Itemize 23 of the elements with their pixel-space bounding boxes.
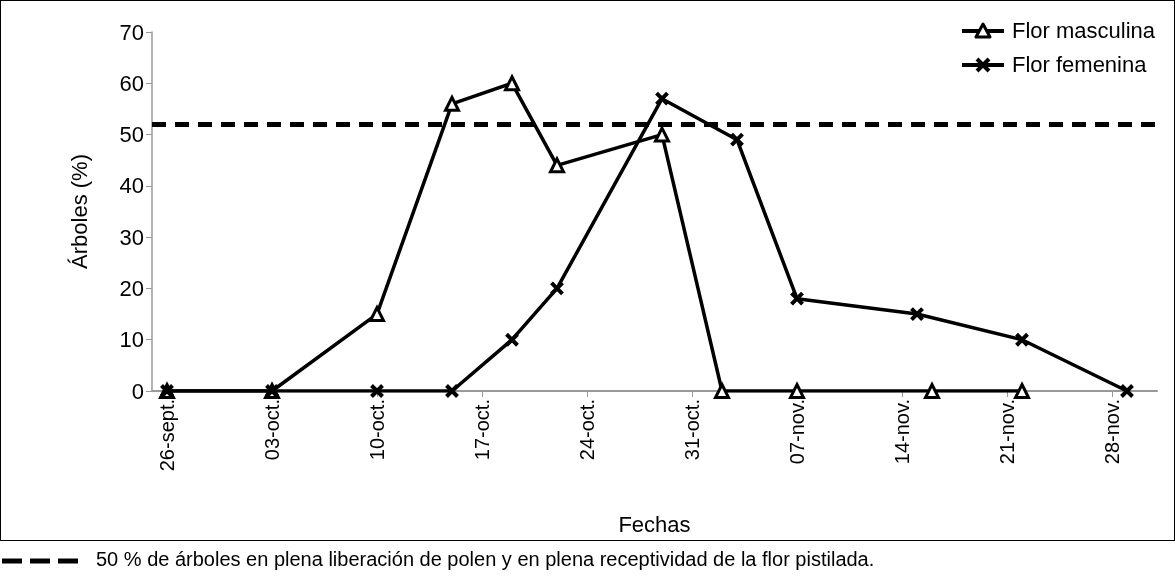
x-tick-label: 03-oct. [261,399,283,461]
y-tick-label: 40 [119,173,144,199]
x-tick-label: 28-nov. [1101,399,1123,465]
x-tick-label: 21-nov. [996,399,1018,465]
legend-label: Flor femenina [1011,52,1147,78]
text: 50 % de árboles en plena liberación de polen y en plena receptividad de la flor pistilada. [96,548,875,570]
x-tick-label: 17-oct. [471,399,493,461]
y-tick-label: 0 [131,378,144,404]
x-axis-title: Fechas [618,511,691,537]
x-tick-label: 31-oct. [681,399,703,461]
y-tick-label: 20 [119,275,144,301]
y-tick-label: 10 [119,327,144,353]
x-tick-label: 14-nov. [891,399,913,465]
y-tick-label: 50 [119,122,144,148]
y-tick-label: 70 [119,19,144,45]
y-axis-title: Árboles (%) [66,154,92,269]
y-tick-label: 30 [119,224,144,250]
x-tick-label: 26-sept. [156,399,178,472]
x-tick-label: 10-oct. [366,399,388,461]
x-tick-label: 07-nov. [786,399,808,465]
y-tick-label: 60 [119,70,144,96]
legend-label: Flor masculina [1011,18,1155,44]
x-tick-label: 24-oct. [576,399,598,461]
